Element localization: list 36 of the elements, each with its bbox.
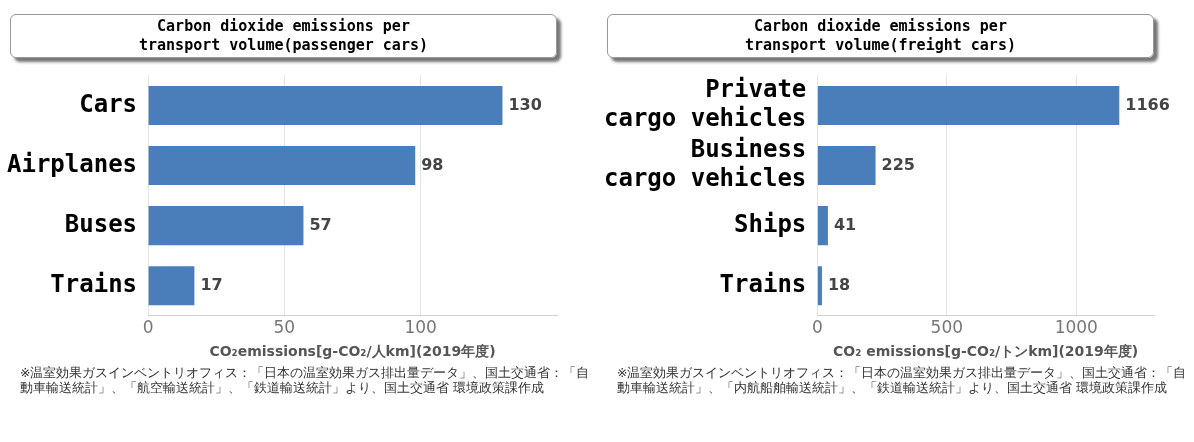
y-tick-label: Ships — [734, 209, 807, 238]
y-tick-label: Airplanes — [7, 149, 138, 178]
x-axis-title: CO₂emissions[g-CO₂/人km](2019年度) — [209, 343, 496, 360]
data-label: 17 — [200, 274, 223, 294]
x-tick-label: 100 — [404, 317, 437, 338]
bar — [817, 146, 876, 186]
data-label: 57 — [309, 214, 332, 234]
y-tick-label: Trains — [719, 269, 807, 298]
data-label: 225 — [881, 154, 915, 174]
text: ※温室効果ガスインベントリオフィス：「日本の温室効果ガス排出量データ」、国土交通省：「自動車輸送統計」、「内航船舶輸送統計」、「鉄道輸送統計」より、国土交通省 環境政策課作成 — [617, 365, 1188, 395]
bar — [817, 266, 822, 306]
x-tick-label: 0 — [811, 317, 823, 338]
data-label: 130 — [508, 94, 542, 114]
x-tick-label: 50 — [273, 317, 296, 338]
bar — [148, 85, 503, 125]
y-tick-label: Cars — [79, 89, 138, 118]
y-tick-label: Buses — [64, 209, 138, 238]
text: ※温室効果ガスインベントリオフィス：「日本の温室効果ガス排出量データ」、国土交通省：「自動車輸送統計」、「航空輸送統計」、「鉄道輸送統計」より、国土交通省 環境政策課作成 — [20, 365, 591, 395]
x-axis-title: CO₂ emissions[g-CO₂/トンkm](2019年度) — [833, 343, 1139, 360]
x-tick-label: 0 — [142, 317, 154, 338]
data-label: 98 — [421, 154, 444, 174]
bar — [817, 206, 828, 246]
data-label: 41 — [833, 214, 857, 234]
bar — [148, 146, 416, 186]
bar — [148, 206, 304, 246]
chart-title: Carbon dioxide emissions per transport volume(passenger cars) — [10, 14, 557, 58]
y-tick-label: Business cargo vehicles — [603, 135, 807, 193]
y-tick-label: Trains — [50, 269, 138, 298]
chart-title: Carbon dioxide emissions per transport volume(freight cars) — [607, 14, 1154, 58]
data-label: 1166 — [1125, 94, 1170, 114]
data-label: 18 — [827, 274, 851, 294]
x-tick-label: 500 — [930, 317, 964, 338]
y-tick-label: Private cargo vehicles — [603, 75, 807, 133]
bar — [148, 266, 195, 306]
x-tick-label: 1000 — [1054, 317, 1098, 338]
bar — [817, 85, 1120, 125]
